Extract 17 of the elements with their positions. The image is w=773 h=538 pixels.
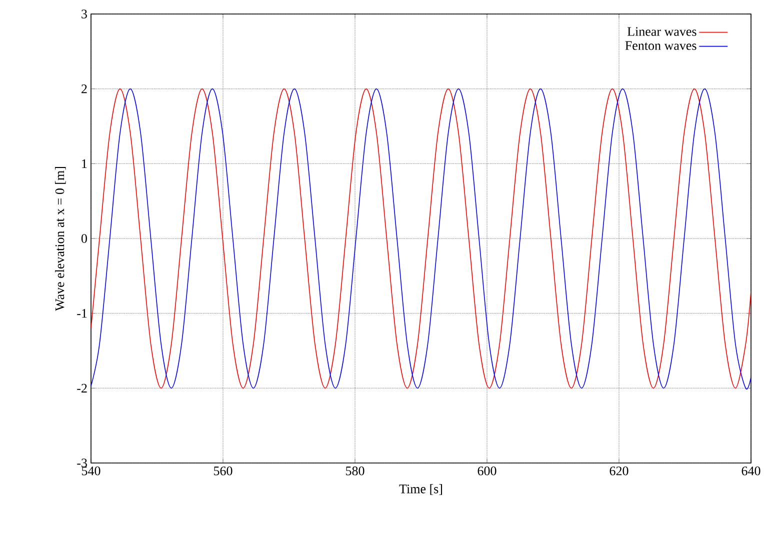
x-tick-label: 620: [610, 466, 628, 476]
y-axis-title: Wave elevation at x = 0 [m]: [55, 166, 66, 311]
legend-label: Linear waves: [627, 27, 696, 36]
x-tick-label: 580: [346, 466, 364, 476]
x-tick-label: 640: [742, 466, 760, 476]
y-tick-label: -2: [77, 384, 87, 392]
x-axis-title: Time [s]: [399, 484, 442, 495]
x-tick-label: 600: [478, 466, 496, 476]
y-tick-label: -1: [77, 309, 87, 318]
x-tick-label: 540: [82, 466, 100, 476]
y-tick-label: 0: [81, 234, 87, 243]
legend-label: Fenton waves: [625, 41, 696, 50]
y-tick-label: 2: [82, 84, 87, 94]
y-tick-label: 3: [82, 10, 87, 18]
y-tick-label: 1: [82, 159, 87, 168]
line-series: [91, 88, 752, 389]
x-tick-label: 560: [214, 466, 232, 476]
